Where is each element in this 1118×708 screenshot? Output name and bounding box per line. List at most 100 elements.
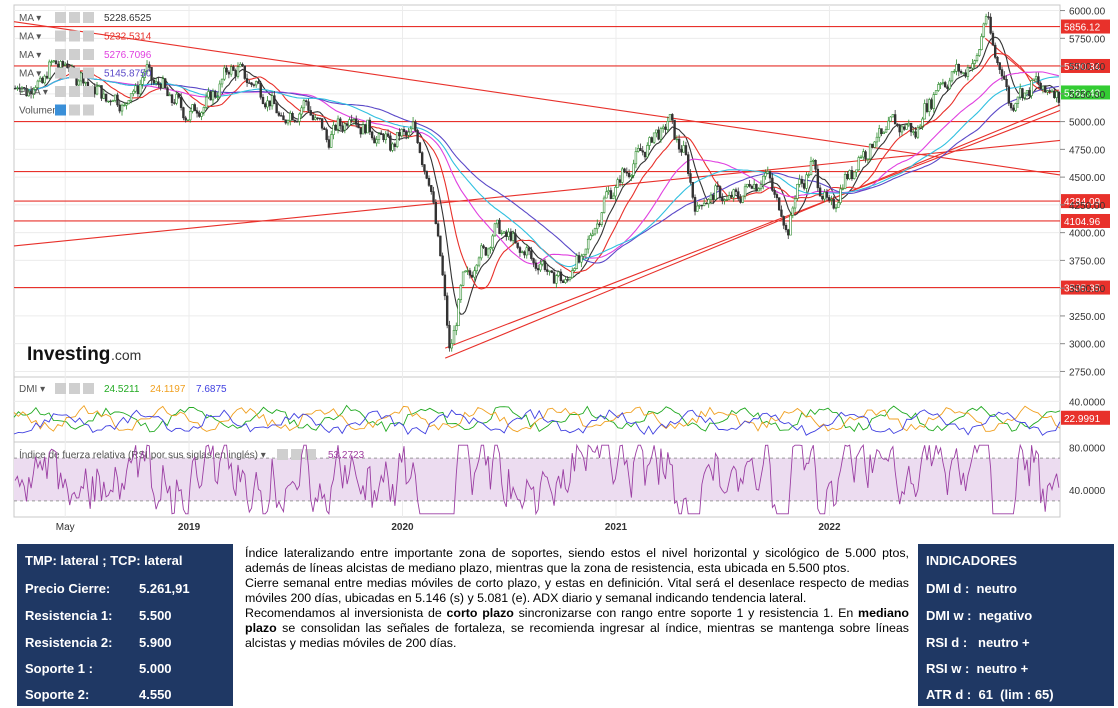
- candle-body: [614, 187, 617, 197]
- candle-body: [898, 124, 901, 133]
- candle-body: [643, 151, 647, 158]
- candle-body: [955, 63, 958, 72]
- candle-body: [284, 119, 287, 124]
- candle-body: [532, 258, 535, 264]
- trend-line: [13, 139, 1061, 247]
- resistance-2-row: Resistencia 2: 5.900: [25, 635, 172, 650]
- candle-body: [964, 72, 967, 77]
- candle-body: [662, 126, 665, 129]
- candle-body: [880, 128, 883, 134]
- candle-body: [350, 119, 353, 121]
- rsi-tick-label: 80.0000: [1069, 443, 1106, 454]
- candle-body: [777, 197, 781, 211]
- candle-body: [534, 262, 538, 269]
- dmi-title: DMI ▾: [19, 384, 45, 395]
- candle-body: [812, 159, 815, 162]
- candle-body: [732, 189, 735, 198]
- candle-body: [45, 75, 49, 79]
- dmi-series-line: [13, 404, 1061, 433]
- candle-body: [807, 174, 810, 176]
- price-chart[interactable]: 5856.12 5500.84 4284.09 4104.96 3505.35 5262.…: [0, 0, 1118, 540]
- candle-body: [32, 89, 35, 95]
- candle-body: [773, 190, 776, 195]
- candle-body: [309, 110, 312, 116]
- candle-body: [25, 88, 28, 97]
- candle-body: [386, 133, 390, 137]
- candle-body: [455, 325, 458, 331]
- candle-body: [750, 185, 754, 189]
- candle-body: [361, 124, 365, 135]
- candle-body: [582, 254, 585, 257]
- candle-body: [516, 242, 519, 248]
- candle-body: [466, 270, 469, 272]
- candle-body: [575, 255, 578, 269]
- candle-body: [123, 104, 126, 107]
- indicator-rsi-d: RSI d : neutro +: [926, 635, 1030, 650]
- legend-value: 5145.8750: [104, 69, 152, 80]
- candle-body: [136, 85, 140, 95]
- candle-body: [1053, 90, 1056, 98]
- candle-body: [1044, 85, 1047, 93]
- candle-body: [113, 94, 117, 101]
- candle-body: [721, 197, 724, 201]
- x-tick-label: 2020: [391, 522, 414, 533]
- level-label: 5500.84: [1064, 62, 1101, 73]
- candle-body: [652, 132, 656, 143]
- candle-body: [1050, 90, 1054, 93]
- candle-body: [1021, 88, 1024, 99]
- candle-body: [837, 202, 840, 208]
- candle-body: [202, 107, 206, 113]
- candle-body: [959, 71, 963, 74]
- level-label: 4104.96: [1064, 217, 1101, 228]
- candle-body: [743, 186, 747, 197]
- candle-body: [50, 61, 53, 63]
- candle-body: [425, 170, 428, 179]
- candle-body: [875, 136, 879, 143]
- candle-body: [878, 128, 881, 138]
- dmi-tick-label: 40.0000: [1069, 397, 1106, 408]
- candle-body: [932, 94, 935, 109]
- candle-body: [318, 117, 322, 120]
- candle-body: [236, 66, 240, 77]
- candle-body: [768, 171, 772, 179]
- candle-body: [682, 145, 685, 153]
- candle-body: [746, 183, 749, 188]
- candle-body: [252, 84, 256, 86]
- candle-body: [261, 96, 265, 105]
- candle-body: [234, 70, 237, 77]
- candle-body: [43, 75, 46, 84]
- candle-body: [336, 118, 340, 130]
- candle-body: [671, 114, 674, 121]
- candle-body: [332, 124, 335, 135]
- trend-line: [445, 109, 1061, 349]
- candle-body: [364, 124, 367, 134]
- rsi-line: [14, 443, 1060, 516]
- candle-body: [254, 81, 258, 86]
- candle-body: [177, 93, 181, 98]
- candle-body: [607, 190, 610, 193]
- candle-body: [57, 63, 60, 68]
- indicator-dmi-w: DMI w : negativo: [926, 608, 1033, 623]
- candle-body: [248, 82, 251, 84]
- candle-body: [934, 90, 938, 95]
- candle-body: [889, 116, 892, 122]
- candle-body: [27, 90, 30, 97]
- candle-body: [523, 251, 526, 256]
- candle-body: [355, 118, 358, 125]
- dmi-control-icon: [69, 383, 80, 394]
- candle-body: [314, 117, 317, 120]
- candle-body: [316, 117, 319, 119]
- candle-body: [120, 104, 124, 112]
- candle-body: [737, 191, 740, 199]
- indicator-rsi-w: RSI w : neutro +: [926, 661, 1029, 676]
- candle-body: [98, 85, 101, 87]
- candle-body: [502, 231, 506, 234]
- indicators-panel: INDICADORES DMI d : neutro DMI w : negat…: [918, 544, 1114, 706]
- candle-body: [302, 100, 306, 109]
- candle-body: [166, 87, 169, 97]
- candle-body: [277, 112, 281, 116]
- rsi-control-icon: [277, 449, 288, 460]
- candle-body: [229, 66, 233, 75]
- candle-body: [29, 90, 33, 95]
- candle-body: [48, 61, 51, 79]
